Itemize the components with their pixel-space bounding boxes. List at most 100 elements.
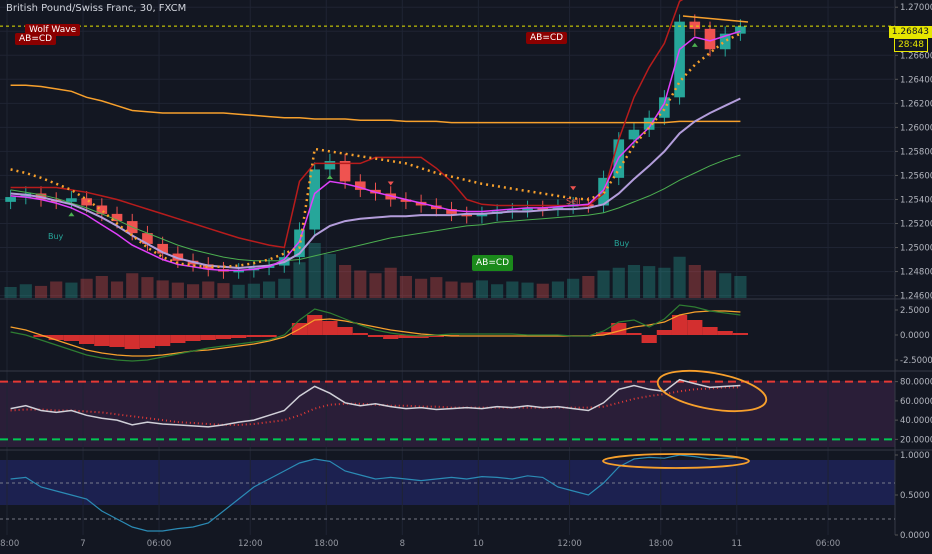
x-tick-label: 12:00 [557,539,582,549]
y-tick-label: 1.27000 [900,3,932,13]
volume-bar [415,278,428,298]
histogram-bar [687,320,703,335]
histogram-bar [155,335,171,346]
y-tick-label: 1.25200 [900,220,932,230]
abcd-badge-green[interactable]: AB=CD [472,255,514,271]
volume-bar [80,278,93,298]
volume-bar [293,262,306,298]
volume-bar [262,281,276,298]
abcd-badge-top[interactable]: AB=CD [526,32,568,44]
volume-bar [232,284,245,298]
y-tick-label: 1.26000 [900,123,932,133]
candle-body [339,161,351,182]
volume-bar [278,278,291,298]
candle-body [400,199,412,202]
volume-bar [65,282,78,298]
histogram-bar [641,335,657,343]
x-tick-label: 12:00 [238,539,263,549]
histogram-bar [139,335,156,348]
orange-upper-band [10,84,741,124]
histogram-bar [717,331,733,335]
candle-body [5,197,16,202]
volume-bar [95,276,108,298]
volume-bar [445,281,458,298]
y-tick-label: 1.24600 [900,292,932,302]
volume-bar [491,284,504,298]
histogram-bar [337,327,353,335]
volume-bar [475,280,489,298]
buy-marker [68,212,75,217]
candle-body [81,198,92,206]
volume-bar [612,267,625,298]
volume-bar [567,278,580,298]
candle-body [324,161,336,170]
osc3-blue-line [10,454,741,532]
candle-body [446,209,457,214]
chart-title: British Pound/Swiss Franc, 30, FXCM [6,3,187,14]
candle-body [294,229,305,258]
osc3-highlight-ellipse [602,453,750,469]
candle-body [111,213,123,222]
magenta-ma-line [10,30,741,272]
x-tick-label: 06:00 [816,539,841,549]
sell-label: Sell [566,197,581,206]
y-tick-label: 0.0000 [900,531,930,541]
candle-body [354,181,366,190]
histogram-bar [595,332,612,335]
volume-bar [430,277,443,298]
y-tick-label: 2.5000 [900,306,930,316]
volume-bar [202,281,215,298]
y-tick-label: 1.25600 [900,171,932,181]
candle-body [461,213,473,217]
histogram-bar [200,335,216,340]
buy-marker [326,175,333,180]
volume-bar [521,282,534,298]
histogram-bar [383,335,399,339]
orange-dotted-line [10,32,741,269]
histogram-bar [94,335,110,346]
x-tick-label: 18:00 [0,539,19,549]
candle-body [96,205,108,214]
buy-label-right: Buy [614,239,630,248]
volume-bar [369,273,382,298]
abcd-badge-left[interactable]: AB=CD [15,33,57,45]
volume-bar [460,282,473,298]
histogram-bar [124,335,140,349]
oscillator-band [0,460,895,505]
buy-marker [691,42,698,47]
candle-body [476,213,488,217]
countdown-tag: 28:48 [894,38,928,52]
histogram-bar [367,335,384,337]
x-tick-label: 06:00 [147,539,172,549]
candle-body [674,21,685,98]
y-tick-label: 1.26200 [900,99,932,109]
x-tick-label: 11 [731,539,742,549]
histogram-bar [246,335,262,337]
volume-bar [171,282,184,298]
histogram-bar [261,335,277,337]
histogram-bar [656,330,672,335]
volume-bar [734,276,747,298]
lavender-ma-line [10,97,741,270]
candle-body [172,253,184,261]
histogram-bar [322,321,338,335]
y-tick-label: 1.25800 [900,147,932,157]
y-tick-label: 40.0000 [900,416,932,426]
histogram-bar [307,315,323,335]
volume-bar [323,254,336,298]
volume-bar [4,287,17,298]
volume-bar [703,270,717,298]
volume-bar [34,285,48,298]
x-tick-label: 18:00 [649,539,674,549]
buy-label-left: Buy [48,232,64,241]
candle-body [628,129,640,140]
x-tick-label: 18:00 [314,539,339,549]
volume-bar [354,270,367,298]
volume-bar [50,281,63,298]
volume-bar [643,266,656,298]
rsi-line [10,378,741,428]
histogram-bar [215,335,232,339]
volume-bar [247,283,260,298]
x-tick-label: 8 [400,539,405,549]
